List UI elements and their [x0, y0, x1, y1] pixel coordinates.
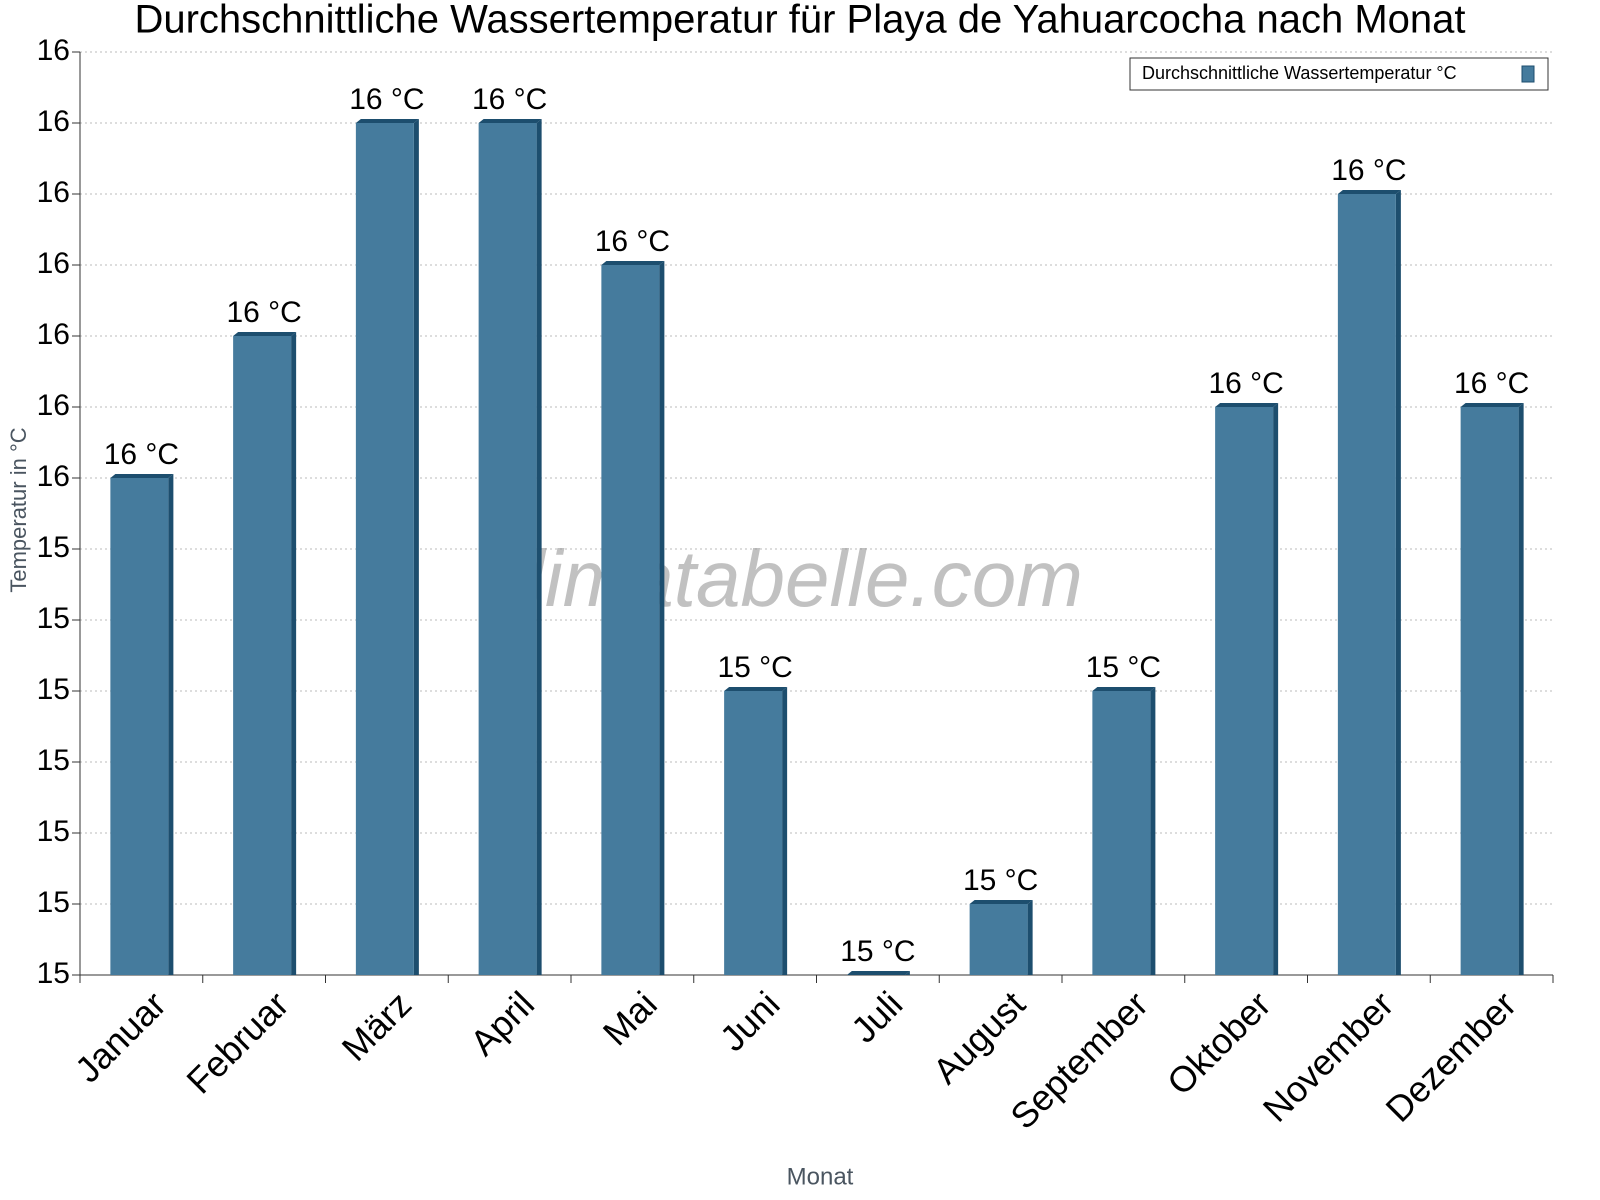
bar-top [601, 261, 665, 265]
y-tick-label: 16 [37, 389, 70, 422]
value-label: 15 °C [840, 935, 915, 968]
chart-title: Durchschnittliche Wassertemperatur für P… [134, 0, 1465, 42]
watermark: klimatabelle.com [487, 534, 1083, 623]
bar-side [1027, 900, 1033, 975]
bar [110, 478, 169, 975]
bar [233, 336, 292, 975]
y-tick-label: 16 [37, 318, 70, 351]
value-label: 16 °C [472, 83, 547, 116]
y-tick-label: 15 [37, 531, 70, 564]
bar [1215, 407, 1274, 975]
bar-side [1273, 403, 1279, 975]
bar [1460, 407, 1519, 975]
value-label: 16 °C [595, 225, 670, 258]
value-label: 16 °C [1331, 154, 1406, 187]
bar [355, 123, 414, 975]
bar-top [355, 119, 419, 123]
bar-side [782, 687, 788, 975]
bar [969, 904, 1028, 975]
bar-top [1460, 403, 1524, 407]
bar-top [1337, 190, 1401, 194]
bar-side [659, 261, 665, 975]
bar-top [1092, 687, 1156, 691]
bar-top [233, 332, 297, 336]
value-label: 16 °C [104, 438, 179, 471]
y-tick-label: 16 [37, 105, 70, 138]
y-tick-label: 15 [37, 886, 70, 919]
value-label: 16 °C [1208, 367, 1283, 400]
value-label: 15 °C [1086, 651, 1161, 684]
y-tick-label: 15 [37, 602, 70, 635]
value-label: 15 °C [717, 651, 792, 684]
y-tick-label: 15 [37, 815, 70, 848]
y-tick-label: 16 [37, 34, 70, 67]
bar-side [536, 119, 542, 975]
value-label: 16 °C [349, 83, 424, 116]
legend-label: Durchschnittliche Wassertemperatur °C [1142, 63, 1457, 83]
bar-top [846, 971, 910, 975]
value-label: 16 °C [1454, 367, 1529, 400]
value-label: 16 °C [226, 296, 301, 329]
bar [724, 691, 783, 975]
bar-top [478, 119, 542, 123]
legend-box [1129, 57, 1549, 91]
legend-swatch [1521, 65, 1535, 83]
bar-side [1150, 687, 1156, 975]
bar-top [1215, 403, 1279, 407]
y-tick-label: 15 [37, 744, 70, 777]
bar-top [110, 474, 174, 478]
bar [478, 123, 537, 975]
bar-side [1395, 190, 1401, 975]
bar-side [291, 332, 297, 975]
bar [1092, 691, 1151, 975]
bar [1337, 194, 1396, 975]
x-axis-title: Monat [787, 1163, 854, 1190]
y-tick-label: 15 [37, 957, 70, 990]
bar-side [413, 119, 419, 975]
y-tick-label: 16 [37, 176, 70, 209]
y-tick-label: 15 [37, 673, 70, 706]
bar-side [1518, 403, 1524, 975]
bar-top [724, 687, 788, 691]
y-axis-title: Temperatur in °C [6, 427, 31, 592]
y-tick-label: 16 [37, 460, 70, 493]
bar-top [969, 900, 1033, 904]
value-label: 15 °C [963, 864, 1038, 897]
bar [601, 265, 660, 975]
bar-side [168, 474, 174, 975]
y-tick-label: 16 [37, 247, 70, 280]
